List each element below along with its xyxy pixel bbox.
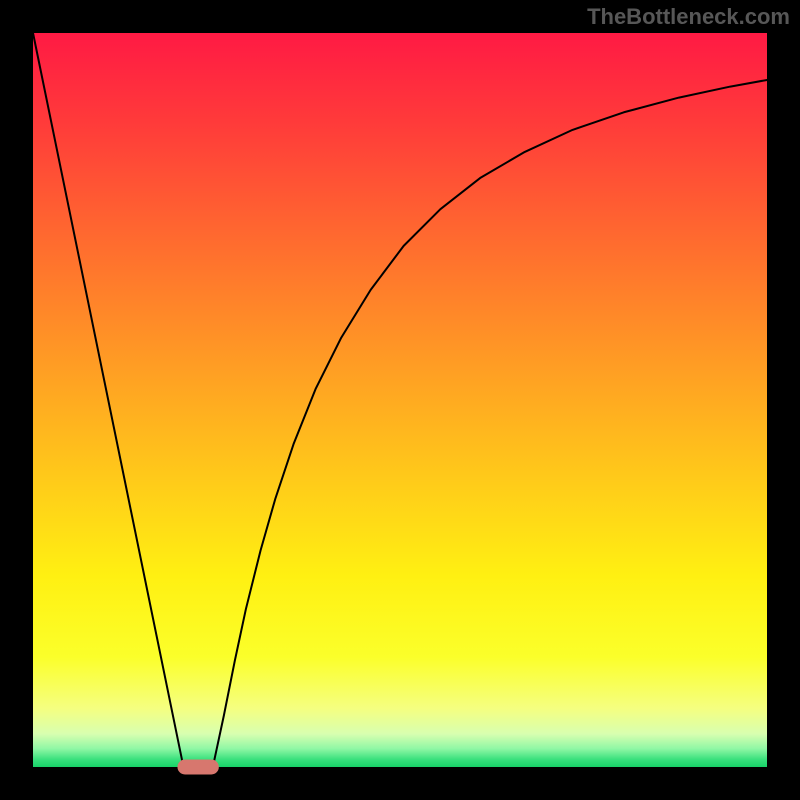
watermark-text: TheBottleneck.com (587, 4, 790, 30)
plot-background (33, 33, 767, 767)
bottleneck-chart: TheBottleneck.com (0, 0, 800, 800)
chart-svg (0, 0, 800, 800)
trough-marker (178, 760, 218, 774)
